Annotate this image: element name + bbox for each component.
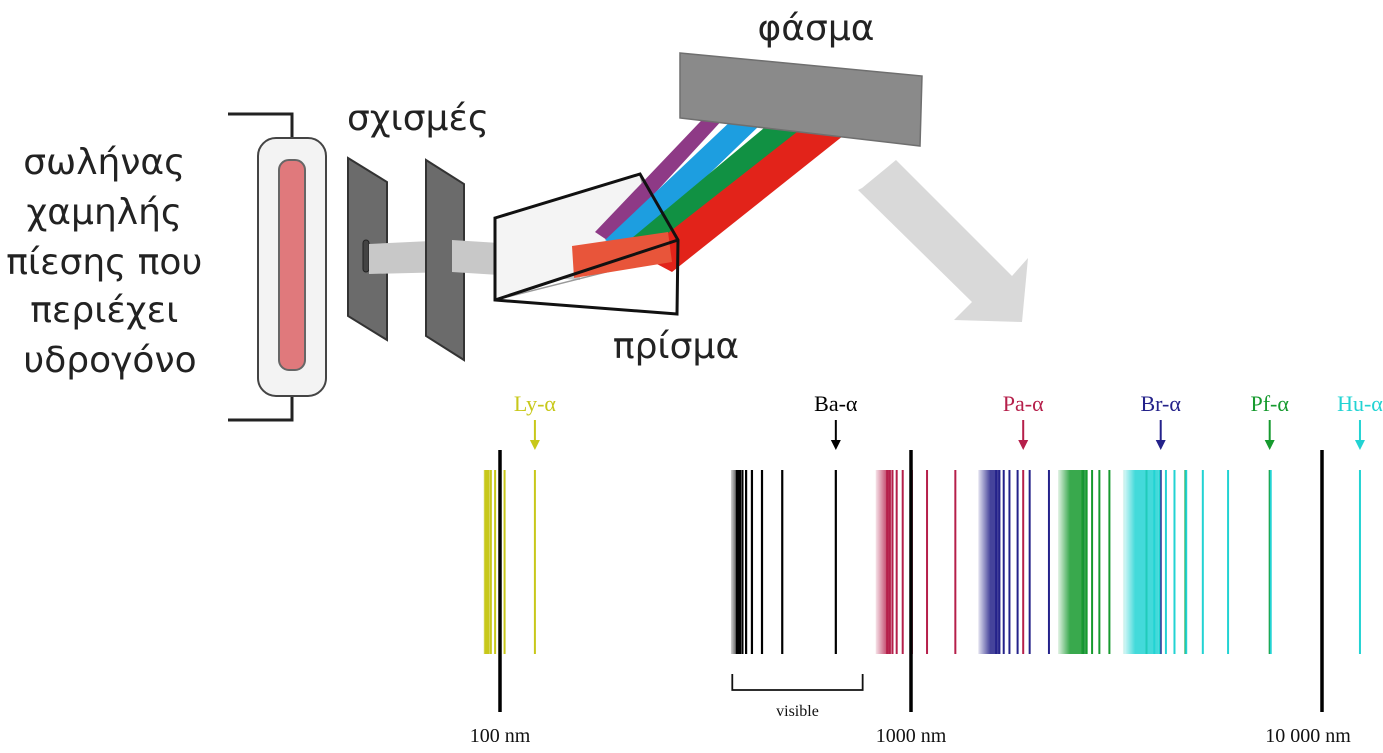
series-limit-fade bbox=[976, 470, 991, 654]
series-limit-fade bbox=[728, 470, 739, 654]
arrow-down-icon bbox=[1018, 440, 1029, 450]
tube-label-line: σωλήνας bbox=[23, 142, 185, 183]
ray-red bbox=[640, 92, 858, 272]
tube-label-line: περιέχει bbox=[30, 290, 178, 331]
series-label: Ba-α bbox=[814, 391, 858, 416]
apparatus: σωλήνας χαμηλής πίεσης που περιέχει υδρο… bbox=[6, 8, 1028, 422]
tube-label-line: χαμηλής bbox=[27, 192, 183, 233]
series-label: Pf-α bbox=[1250, 391, 1289, 416]
axis-tick-label: 1000 nm bbox=[876, 725, 947, 747]
prism-edge-front bbox=[494, 238, 679, 302]
tube-label-line: υδρογόνο bbox=[23, 340, 196, 381]
tube-label-line: πίεσης που bbox=[6, 242, 202, 283]
visible-label: visible bbox=[776, 703, 819, 720]
spectrum-chart: Ly-α Ba-α Pa-α Br-α Pf-α Hu-α 100 nm 1000 nm 10 … bbox=[470, 391, 1383, 747]
prism-label: πρίσμα bbox=[613, 326, 739, 367]
slits-label: σχισμές bbox=[347, 98, 489, 139]
series-limit-fade bbox=[873, 470, 888, 654]
series-label: Pa-α bbox=[1003, 391, 1044, 416]
series-label: Br-α bbox=[1140, 391, 1181, 416]
slit-plate-2 bbox=[425, 158, 465, 362]
arrow-down-icon bbox=[1354, 440, 1365, 450]
series-limit-fade bbox=[1121, 470, 1136, 654]
tube-gas bbox=[278, 159, 306, 371]
series-limit-fade bbox=[1056, 470, 1071, 654]
arrow-down-icon bbox=[1155, 440, 1166, 450]
axis-tick-label: 10 000 nm bbox=[1265, 725, 1351, 747]
series-label: Hu-α bbox=[1337, 391, 1383, 416]
visible-bracket bbox=[731, 674, 864, 691]
arrow-down-icon bbox=[529, 440, 540, 450]
axis-tick-label: 100 nm bbox=[470, 725, 531, 747]
ray-blue bbox=[605, 84, 786, 252]
spectrum-label: φάσμα bbox=[758, 8, 875, 49]
slit-opening-1 bbox=[362, 239, 370, 273]
prism-outline bbox=[493, 172, 680, 316]
ray-green bbox=[620, 88, 826, 262]
big-arrow-icon bbox=[858, 160, 1028, 322]
series-label: Ly-α bbox=[514, 391, 557, 416]
arrow-down-icon bbox=[830, 440, 841, 450]
spectrum-screen bbox=[679, 52, 923, 147]
tube-label: σωλήνας χαμηλής πίεσης που περιέχει υδρο… bbox=[6, 142, 214, 381]
arrow-down-icon bbox=[1264, 440, 1275, 450]
